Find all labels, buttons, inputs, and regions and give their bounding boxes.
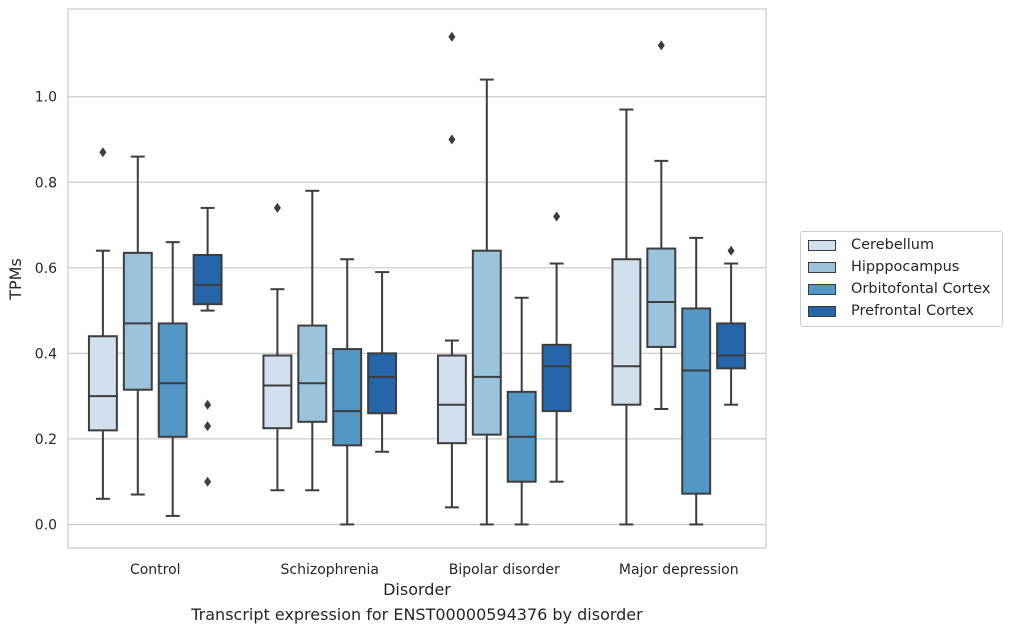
box-1-0 (122, 155, 153, 496)
legend-item-cerebellum: Cerebellum (808, 235, 934, 255)
legend-item-hippocampus: Hipppocampus (808, 257, 959, 277)
box-iqr (367, 352, 398, 415)
y-axis-label: TPMs (6, 258, 25, 301)
box-iqr (192, 253, 223, 306)
box-iqr (716, 322, 747, 370)
box-3-2 (541, 211, 572, 483)
x-tick-label: Major depression (619, 562, 739, 578)
box-2-3 (681, 236, 712, 526)
box-iqr (262, 354, 293, 430)
box-iqr (681, 307, 712, 495)
outlier-point (657, 40, 665, 51)
legend-label: Prefrontal Cortex (851, 303, 974, 319)
box-2-1 (332, 258, 363, 526)
box-3-1 (367, 271, 398, 453)
box-1-1 (297, 189, 328, 492)
box-iqr (87, 335, 118, 432)
box-3-3 (716, 245, 747, 406)
y-tick-label: 0.4 (35, 346, 57, 362)
box-1-3 (646, 40, 677, 410)
box-1-2 (471, 78, 502, 526)
legend-label: Orbitofontal Cortex (851, 281, 991, 297)
outlier-point (204, 399, 212, 410)
box-iqr (332, 348, 363, 447)
y-tick-label: 1.0 (35, 90, 57, 106)
x-tick-label: Schizophrenia (281, 562, 379, 578)
y-tick-label: 0.6 (35, 261, 57, 277)
boxes-layer (87, 31, 747, 526)
y-tick-label: 0.2 (35, 432, 57, 448)
y-tick-label: 0.8 (35, 175, 57, 191)
legend-swatch (808, 283, 836, 295)
outlier-point (448, 134, 456, 145)
box-0-1 (262, 202, 293, 492)
box-0-3 (611, 108, 642, 526)
outlier-point (273, 202, 281, 213)
legend-swatch (808, 305, 836, 317)
legend-swatch (808, 239, 836, 251)
box-iqr (122, 251, 153, 391)
outlier-point (99, 147, 107, 158)
legend-swatch (808, 261, 836, 273)
outlier-point (204, 421, 212, 432)
box-2-0 (157, 241, 188, 517)
outlier-point (448, 31, 456, 42)
box-iqr (471, 249, 502, 436)
figure-caption: Transcript expression for ENST0000059437… (191, 605, 643, 624)
y-tick-labels: 0.0 0.2 0.4 0.6 0.8 1.0 (35, 90, 57, 534)
box-iqr (436, 354, 467, 445)
x-axis-label: Disorder (383, 580, 451, 599)
legend-label: Cerebellum (851, 237, 935, 253)
box-0-0 (87, 147, 118, 500)
box-iqr (646, 247, 677, 348)
outlier-point (204, 476, 212, 487)
legend-item-prefrontal-cortex: Prefrontal Cortex (808, 301, 974, 321)
legend-item-orbitofrontal-cortex: Orbitofontal Cortex (808, 279, 990, 299)
x-tick-label: Control (130, 562, 181, 578)
x-tick-label: Bipolar disorder (449, 562, 560, 578)
y-tick-label: 0.0 (35, 517, 57, 533)
outlier-point (553, 211, 561, 222)
outlier-point (727, 245, 735, 256)
legend-label: Hipppocampus (851, 259, 960, 275)
box-3-0 (192, 206, 223, 487)
box-iqr (541, 343, 572, 413)
x-tick-labels: Control Schizophrenia Bipolar disorder Majo… (130, 562, 739, 578)
legend: Cerebellum Hipppocampus Orbitofontal Cor… (800, 231, 1003, 327)
box-iqr (157, 322, 188, 438)
box-iqr (297, 324, 328, 423)
box-2-2 (506, 296, 537, 526)
plot-frame (67, 8, 767, 549)
box-0-2 (436, 31, 467, 509)
box-iqr (611, 258, 642, 406)
